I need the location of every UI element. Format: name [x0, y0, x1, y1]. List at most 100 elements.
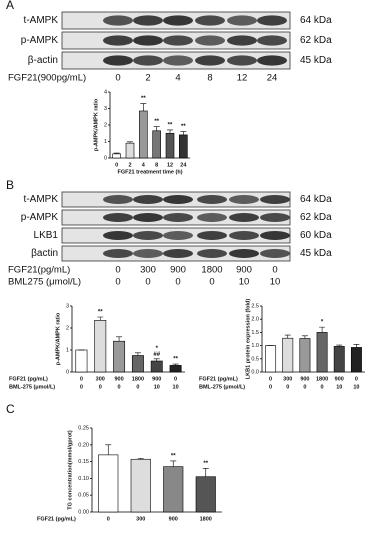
x-tick-label-2: 0: [136, 384, 139, 390]
bar: [169, 365, 182, 373]
y-tick-label: 2: [66, 325, 69, 331]
blot-band: [195, 15, 225, 26]
error-bar: [97, 316, 104, 321]
blot-band: [163, 35, 193, 46]
blot-band: [103, 195, 133, 204]
significance: **: [154, 119, 159, 125]
kda-label: 45 kDa: [300, 248, 332, 259]
blot-band: [197, 195, 227, 204]
blot-band: [229, 213, 259, 222]
blot-row-label: t-AMPK: [24, 15, 59, 26]
error-bar: [284, 334, 291, 339]
x-tick-label: 300: [136, 516, 145, 522]
x-tick-label-2: 10: [336, 384, 342, 390]
x-tick-label: 300: [96, 376, 105, 382]
bar: [131, 355, 144, 373]
significance: **: [98, 310, 103, 316]
blot-band: [133, 55, 163, 66]
significance: **: [171, 454, 176, 460]
blot-band: [229, 195, 259, 204]
bar: [282, 337, 294, 373]
category-row-label: FGF21 (pg/mL): [37, 516, 76, 522]
x-tick-label: 2: [128, 162, 131, 168]
kda-label: 60 kDa: [300, 230, 332, 241]
error-bar: [116, 336, 123, 342]
x-tick-label-2: 0: [80, 384, 83, 390]
treatment-value: 8: [207, 73, 212, 84]
y-tick-label: 0.0: [251, 369, 259, 375]
category-row-label: FGF21 (pg/mL): [199, 376, 238, 382]
bar: [112, 153, 121, 159]
x-tick-label: 12: [167, 162, 173, 168]
blot-band: [260, 213, 290, 222]
y-tick-label: 0: [66, 369, 69, 375]
x-tick-label-2: 0: [303, 384, 306, 390]
blot-row-label: p-AMPK: [21, 212, 59, 223]
error-bar: [153, 358, 160, 361]
bar: [179, 134, 188, 159]
x-tick-label: 0: [174, 376, 177, 382]
blot-band: [195, 55, 225, 66]
blot-band: [227, 35, 257, 46]
treatment-label: BML275 (μmol/L): [8, 277, 81, 288]
blot-band: [195, 35, 225, 46]
bar: [152, 130, 161, 159]
category-row-label-2: BML-275 (μmol/L): [199, 384, 245, 390]
x-tick-label: 1800: [316, 376, 328, 382]
error-bar: [167, 129, 173, 134]
blot-band: [229, 249, 259, 258]
blot-band: [227, 15, 257, 26]
blot-band: [133, 213, 163, 222]
treatment-label: FGF21(900pg/mL): [8, 73, 86, 84]
panel-label: B: [6, 178, 14, 192]
y-axis-label: TG concentration(mmol/gprot): [67, 430, 73, 510]
error-bar: [202, 468, 209, 477]
bar: [165, 132, 175, 159]
error-bar: [301, 335, 308, 339]
treatment-value: 900: [170, 265, 186, 276]
significance: **: [141, 96, 146, 102]
bar: [150, 360, 163, 373]
kda-label: 64 kDa: [300, 194, 332, 205]
blot-band: [163, 55, 193, 66]
y-tick-label: 1: [104, 139, 107, 145]
x-tick-label: 900: [114, 376, 123, 382]
y-axis-label: p-AMPK/AMPK ratio: [55, 312, 61, 365]
blot-band: [197, 213, 227, 222]
treatment-value: 0: [209, 277, 214, 288]
x-tick-label-2: 0: [99, 384, 102, 390]
y-tick-label: 0.20: [78, 442, 89, 448]
bar: [265, 345, 277, 373]
x-tick-label: 900: [152, 376, 161, 382]
treatment-value: 0: [145, 277, 150, 288]
error-bar: [137, 457, 144, 460]
x-tick-label-2: 10: [154, 384, 160, 390]
blot-band: [133, 231, 163, 240]
bar: [94, 319, 107, 373]
y-tick-label: 1.5: [251, 330, 259, 336]
x-tick-label-2: 0: [118, 384, 121, 390]
blot-band: [260, 195, 290, 204]
bar: [75, 349, 88, 373]
y-tick-label: 0.10: [78, 476, 89, 482]
x-tick-label: 0: [80, 376, 83, 382]
blot-band: [163, 249, 193, 258]
error-bar: [170, 460, 177, 467]
y-tick-label: 3: [104, 106, 107, 112]
blot-band: [103, 249, 133, 258]
x-tick-label-2: 10: [353, 384, 359, 390]
error-bar: [336, 344, 343, 347]
x-tick-label: 0: [355, 376, 358, 382]
blot-row-label: βactin: [31, 248, 58, 259]
blot-band: [133, 249, 163, 258]
kda-label: 62 kDa: [300, 212, 332, 223]
blot-band: [103, 231, 133, 240]
bar: [195, 476, 216, 513]
blot-band: [163, 213, 193, 222]
treatment-value: 0: [115, 277, 120, 288]
blot-band: [197, 231, 227, 240]
y-tick-label: 0.25: [78, 425, 89, 431]
y-tick-label: 2.5: [251, 303, 259, 309]
blot-band: [257, 35, 287, 46]
bar: [299, 338, 311, 373]
